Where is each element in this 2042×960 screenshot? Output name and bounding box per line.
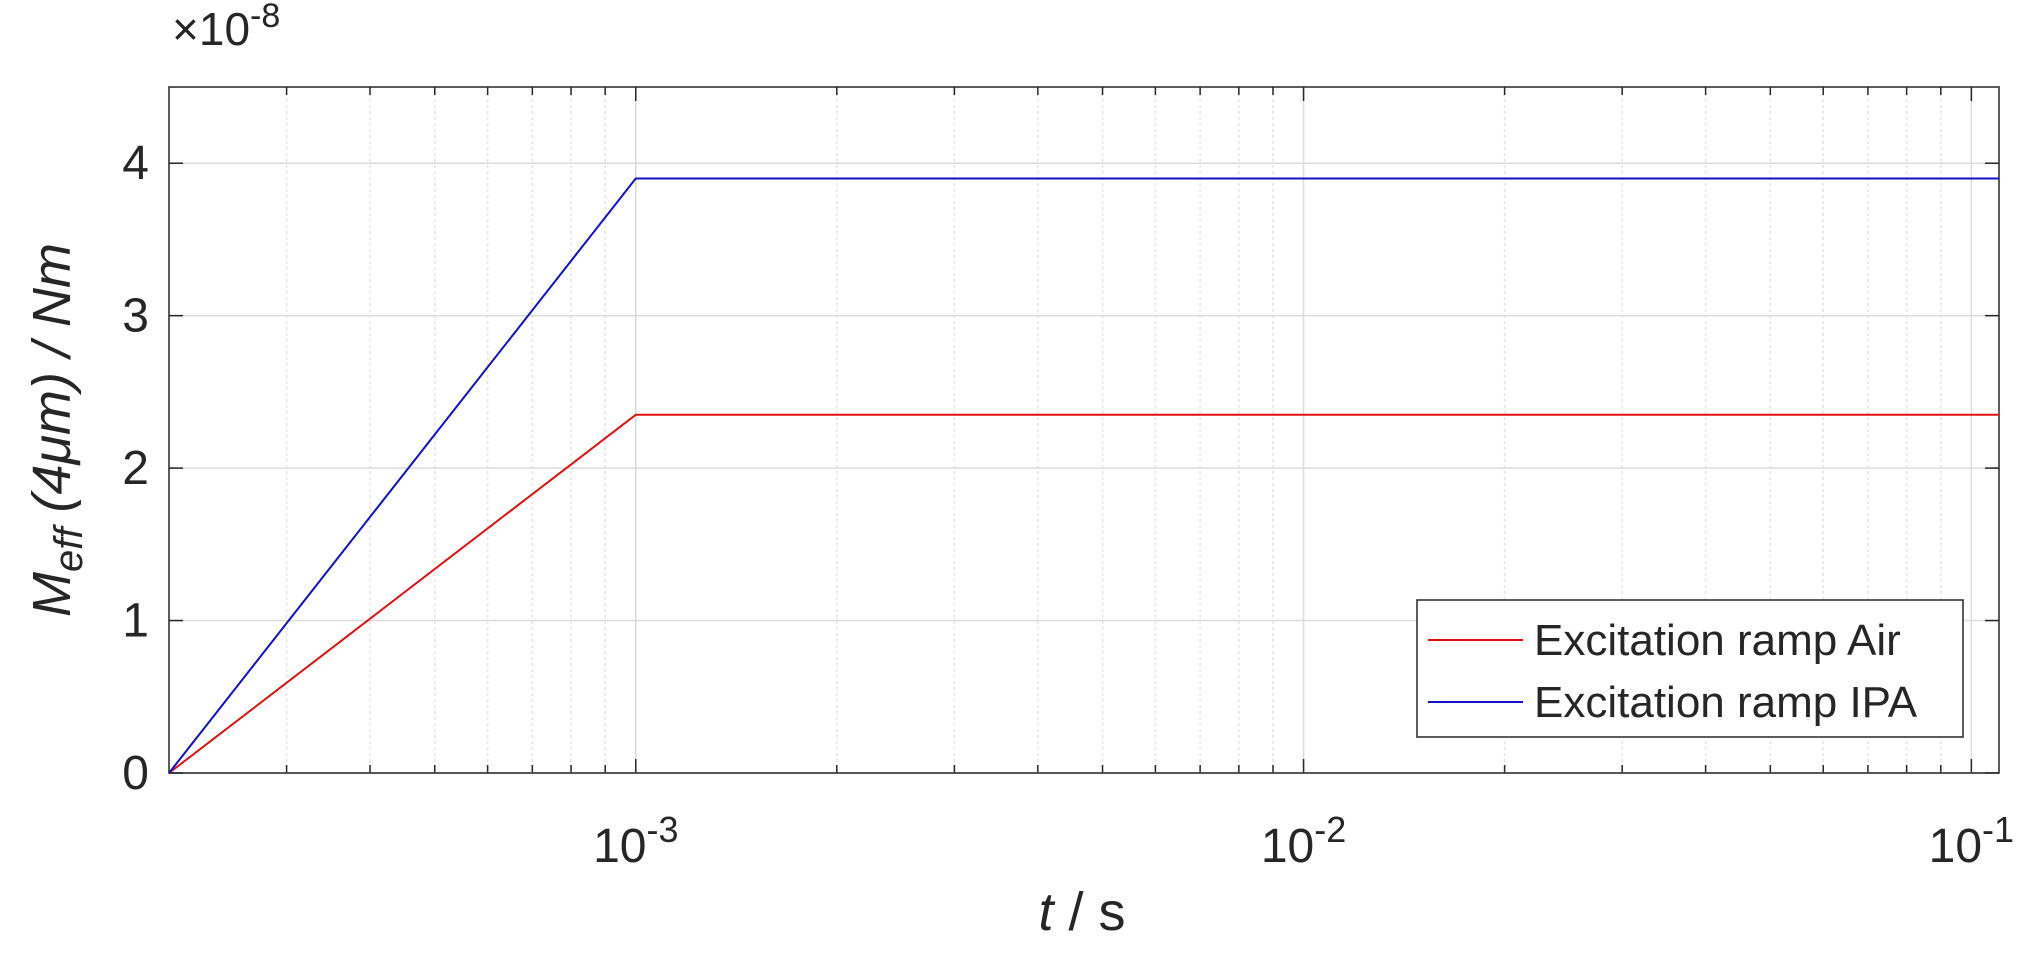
y-label-rest: (4μm) / Nm: [22, 243, 82, 528]
y-tick-label: 4: [122, 137, 149, 190]
x-tick-exponent: -3: [646, 809, 678, 850]
plot-frame: [168, 86, 2000, 774]
y-label-subscript: eff: [47, 524, 91, 572]
x-tick-label: 10-3: [593, 809, 678, 873]
x-label-rest: / s: [1054, 882, 1126, 942]
legend-label: Excitation ramp Air: [1534, 616, 1901, 665]
x-tick-label: 10-2: [1261, 809, 1346, 873]
x-tick-label: 10-1: [1929, 809, 2014, 873]
y-tick-label: 2: [122, 442, 149, 495]
y-axis-label: Meff (4μm) / Nm: [22, 243, 91, 617]
y-multiplier-exponent: -8: [250, 0, 280, 35]
x-tick-exponent: -1: [1982, 809, 2014, 850]
y-label-symbol: M: [22, 572, 82, 617]
x-tick-base: 10: [1261, 820, 1314, 873]
y-multiplier: ×10-8: [172, 0, 280, 55]
y-tick-label: 0: [122, 747, 149, 800]
y-multiplier-base: ×10: [172, 3, 250, 55]
y-tick-label: 1: [122, 595, 149, 648]
x-tick-exponent: -2: [1314, 809, 1346, 850]
legend-label: Excitation ramp IPA: [1534, 678, 1918, 727]
x-tick-base: 10: [593, 820, 646, 873]
series-line: [168, 413, 1999, 774]
x-tick-base: 10: [1929, 820, 1982, 873]
series-line: [168, 177, 1999, 774]
legend-box: [1416, 599, 1964, 738]
y-tick-label: 3: [122, 290, 149, 343]
x-label-symbol: t: [1038, 882, 1055, 942]
x-axis-label: t / s: [1038, 882, 1125, 942]
